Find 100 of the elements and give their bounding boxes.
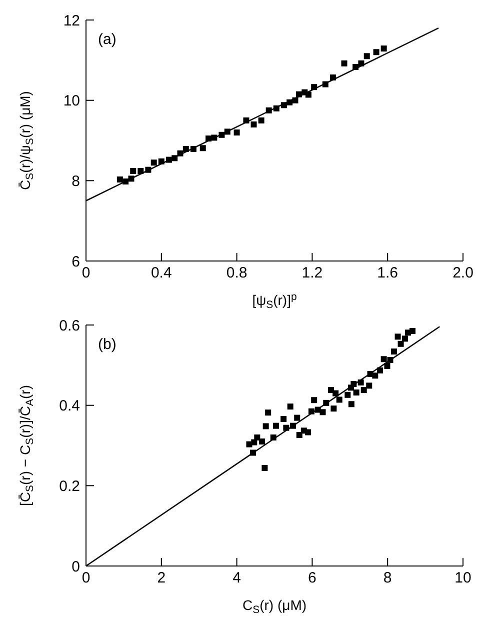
x-tick-label: 2.0: [452, 264, 474, 282]
point: [224, 128, 230, 135]
point: [283, 424, 290, 431]
point: [254, 434, 260, 440]
point: [296, 91, 302, 98]
x-tick-label: 1.2: [302, 264, 323, 282]
point: [366, 382, 372, 389]
x-tick-label: 0.8: [226, 264, 248, 282]
point: [332, 390, 339, 396]
point: [373, 49, 380, 56]
point: [150, 160, 157, 166]
point: [128, 176, 134, 182]
point: [294, 414, 300, 421]
x-tick-label: 4: [232, 570, 241, 587]
annotation: (a): [98, 31, 116, 48]
point: [182, 146, 189, 152]
point: [206, 135, 212, 142]
point: [218, 132, 225, 138]
point: [372, 372, 378, 379]
point: [358, 379, 364, 386]
y-tick-label: 0: [72, 558, 80, 576]
point: [336, 396, 342, 403]
point: [273, 105, 280, 112]
point: [305, 92, 312, 98]
point: [258, 117, 264, 124]
point: [398, 340, 404, 347]
point: [330, 406, 337, 412]
point: [341, 60, 348, 66]
point: [158, 158, 164, 164]
point: [130, 168, 136, 174]
point: [280, 102, 287, 108]
point: [348, 401, 354, 408]
y-tick-label: 10: [63, 92, 80, 110]
point: [330, 74, 336, 80]
point: [166, 156, 172, 163]
point: [234, 129, 240, 136]
point: [377, 367, 384, 374]
point: [273, 422, 280, 429]
point: [177, 150, 184, 156]
point: [320, 409, 326, 416]
y-tick-label: 0.4: [59, 398, 80, 415]
x-axis-title: [ψ$_{S}$(r)]$^{p}$: [252, 291, 297, 312]
point: [323, 400, 330, 406]
x-tick-label: 0.4: [150, 264, 172, 282]
point: [262, 423, 269, 430]
point: [116, 176, 123, 182]
point: [387, 356, 394, 363]
point: [311, 84, 318, 90]
point: [360, 387, 367, 394]
point: [308, 408, 314, 414]
point: [138, 168, 144, 174]
point: [380, 46, 387, 52]
point: [280, 416, 287, 422]
point: [266, 107, 272, 114]
point: [350, 381, 357, 388]
point: [352, 64, 359, 70]
point: [409, 328, 416, 334]
point: [172, 155, 178, 162]
y-tick-label: 12: [63, 12, 80, 30]
point: [322, 81, 328, 88]
point: [358, 60, 364, 66]
point: [344, 392, 351, 398]
y-tick-label: 0.6: [59, 317, 80, 334]
x-tick-label: 8: [383, 570, 392, 587]
y-tick-label: 6: [72, 253, 80, 270]
x-axis-title: C$_{S}$(r) (μM): [242, 597, 307, 616]
y-tick-label: 0.2: [59, 478, 80, 495]
point: [402, 336, 408, 342]
x-tick-label: 6: [308, 570, 316, 587]
point: [250, 450, 256, 456]
x-tick-label: 1.6: [377, 264, 398, 282]
point: [250, 121, 257, 128]
point: [145, 166, 152, 173]
point: [190, 146, 196, 152]
point: [287, 404, 294, 410]
point: [286, 99, 293, 106]
point: [296, 432, 302, 438]
point: [364, 53, 370, 60]
point: [262, 464, 268, 471]
point: [251, 439, 258, 446]
point: [270, 434, 276, 440]
point: [200, 145, 206, 152]
point: [290, 422, 296, 429]
y-tick-label: 8: [72, 172, 80, 190]
point: [259, 438, 266, 444]
x-tick-label: 2: [157, 570, 166, 587]
point: [211, 134, 218, 141]
x-tick-label: 10: [454, 570, 472, 587]
point: [311, 397, 318, 404]
point: [292, 97, 298, 104]
point: [122, 178, 129, 184]
point: [384, 362, 390, 369]
point: [394, 334, 401, 340]
annotation: (b): [98, 336, 116, 353]
point: [391, 348, 398, 355]
point: [380, 356, 387, 362]
point: [265, 410, 272, 416]
point: [243, 117, 250, 124]
point: [305, 429, 312, 436]
point: [353, 389, 360, 396]
